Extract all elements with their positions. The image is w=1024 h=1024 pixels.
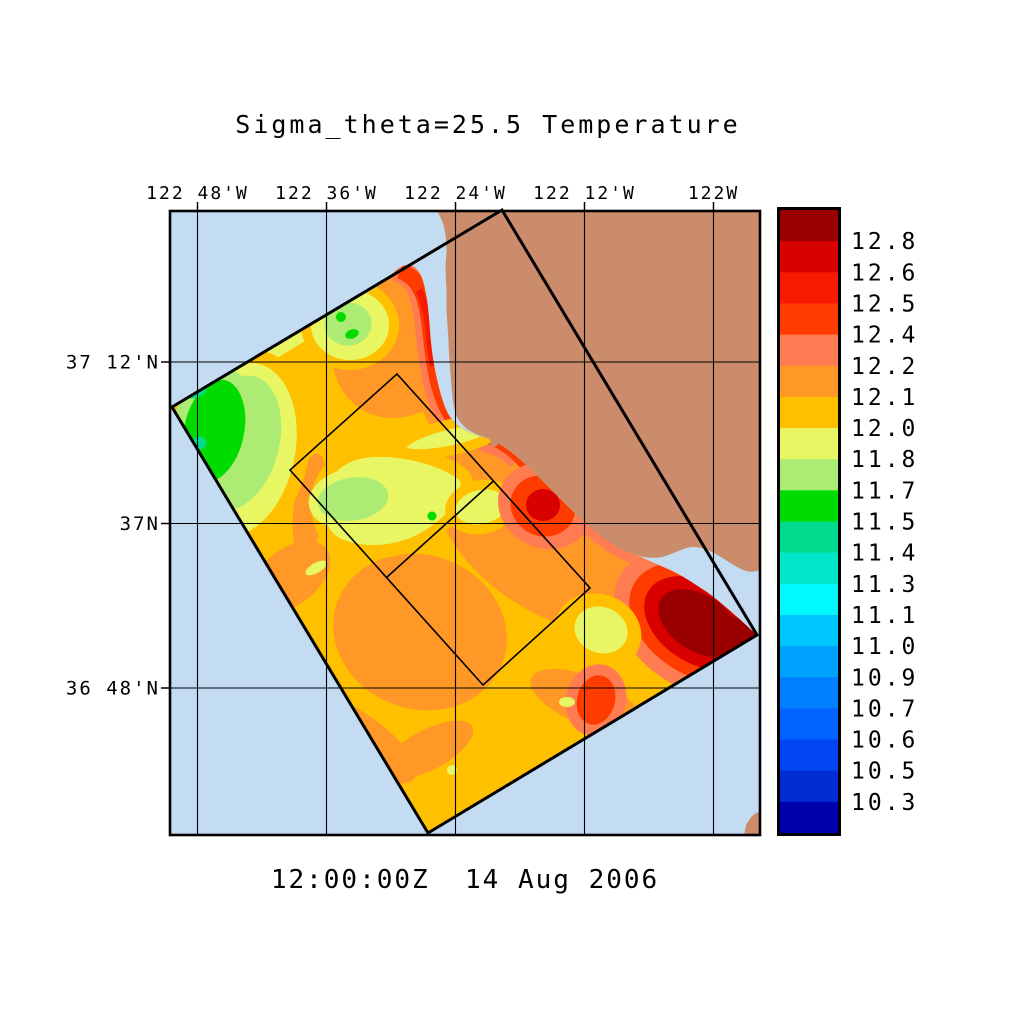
- green-speck: [336, 312, 346, 322]
- colorbar-segment: [780, 428, 838, 460]
- colorbar-tick-label: 11.0: [851, 634, 918, 660]
- yellow-fleck: [447, 765, 457, 775]
- colorbar-tick-label: 12.5: [851, 291, 918, 317]
- survey-rectangle: [288, 372, 592, 687]
- x-axis-tick-label: 122 48'W: [146, 183, 249, 204]
- yellow-fleck: [559, 697, 575, 707]
- colorbar-tick-label: 10.7: [851, 696, 918, 722]
- colorbar-tick-label: 12.2: [851, 354, 918, 380]
- colorbar: [780, 210, 838, 834]
- colorbar-segment: [780, 396, 838, 429]
- y-axis-tick-label: 37N: [120, 513, 160, 535]
- x-axis-tick-label: 122W: [688, 183, 739, 204]
- colorbar-segment: [780, 210, 838, 242]
- x-axis-tick-label: 122 24'W: [404, 183, 507, 204]
- colorbar-tick-label: 11.1: [851, 603, 918, 629]
- central-yellow-green-core: [308, 468, 398, 530]
- colorbar-segment: [780, 365, 838, 398]
- colorbar-tick-label: 11.5: [851, 510, 918, 536]
- contour-orange: [333, 553, 507, 711]
- colorbar-segment: [780, 334, 838, 367]
- colorbar-tick-label: 10.9: [851, 665, 918, 691]
- colorbar-tick-label: 10.6: [851, 728, 918, 754]
- colorbar-segment: [780, 801, 838, 834]
- colorbar-segment: [780, 303, 838, 336]
- colorbar-segment: [780, 490, 838, 523]
- colorbar-segment: [780, 459, 838, 491]
- colorbar-tick-label: 12.8: [851, 229, 918, 255]
- contour-orange: [382, 720, 474, 780]
- colorbar-segment: [780, 552, 838, 585]
- coastal-band-bright-red: [415, 288, 437, 367]
- y-axis-labels: 37 12'N 37N 36 48'N: [66, 352, 160, 700]
- colorbar-segment: [780, 614, 838, 647]
- colorbar-tick-label: 10.3: [851, 790, 918, 816]
- x-axis-tick-label: 122 36'W: [275, 183, 378, 204]
- grid-lines: [170, 211, 760, 835]
- small-island: [490, 439, 498, 447]
- coastal-land: [437, 211, 760, 572]
- y-axis-tick-label: 36 48'N: [66, 678, 160, 700]
- colorbar-segment: [780, 708, 838, 741]
- cool-pool-pale-yellow: [574, 606, 628, 654]
- colorbar-tick-label: 12.1: [851, 385, 918, 411]
- colorbar-tick-label: 11.8: [851, 447, 918, 473]
- colorbar-segment: [780, 521, 838, 554]
- yellow-fleck: [305, 560, 327, 576]
- colorbar-tick-label: 12.6: [851, 260, 918, 286]
- colorbar-segment: [780, 646, 838, 678]
- figure-title: Sigma_theta=25.5 Temperature: [235, 110, 740, 139]
- temperature-field: [172, 264, 757, 833]
- corner-land-blob: [744, 812, 760, 835]
- colorbar-segment: [780, 241, 838, 273]
- colorbar-segment: [780, 770, 838, 803]
- colorbar-border: [777, 207, 841, 836]
- colorbar-segment: [780, 677, 838, 709]
- land-mass: [437, 211, 760, 835]
- colorbar-labels: 12.8 12.6 12.5 12.4 12.2 12.1 12.0 11.8 11.7 11.5…: [851, 229, 918, 816]
- colorbar-segment: [780, 583, 838, 616]
- domain-outline: [169, 207, 760, 836]
- y-axis-tick-label: 37 12'N: [66, 352, 160, 374]
- timestamp-label: 12:00:00Z 14 Aug 2006: [271, 865, 659, 895]
- survey-rectangle-divider: [385, 480, 495, 579]
- axis-ticks: [161, 202, 715, 689]
- green-speck: [345, 329, 359, 339]
- survey-boxes: [288, 372, 592, 687]
- colorbar-segment: [780, 272, 838, 305]
- colorbar-tick-label: 12.4: [851, 323, 918, 349]
- colorbar-tick-label: 11.7: [851, 478, 918, 504]
- green-speck: [427, 511, 437, 521]
- colorbar-tick-label: 12.0: [851, 416, 918, 442]
- colorbar-tick-label: 10.5: [851, 759, 918, 785]
- colorbar-tick-label: 11.4: [851, 541, 918, 567]
- colorbar-segment: [780, 739, 838, 772]
- bay-patch-red-core: [526, 489, 560, 521]
- x-axis-labels: 122 48'W 122 36'W 122 24'W 122 12'W 122W: [146, 183, 739, 204]
- colorbar-tick-label: 11.3: [851, 572, 918, 598]
- x-axis-tick-label: 122 12'W: [533, 183, 636, 204]
